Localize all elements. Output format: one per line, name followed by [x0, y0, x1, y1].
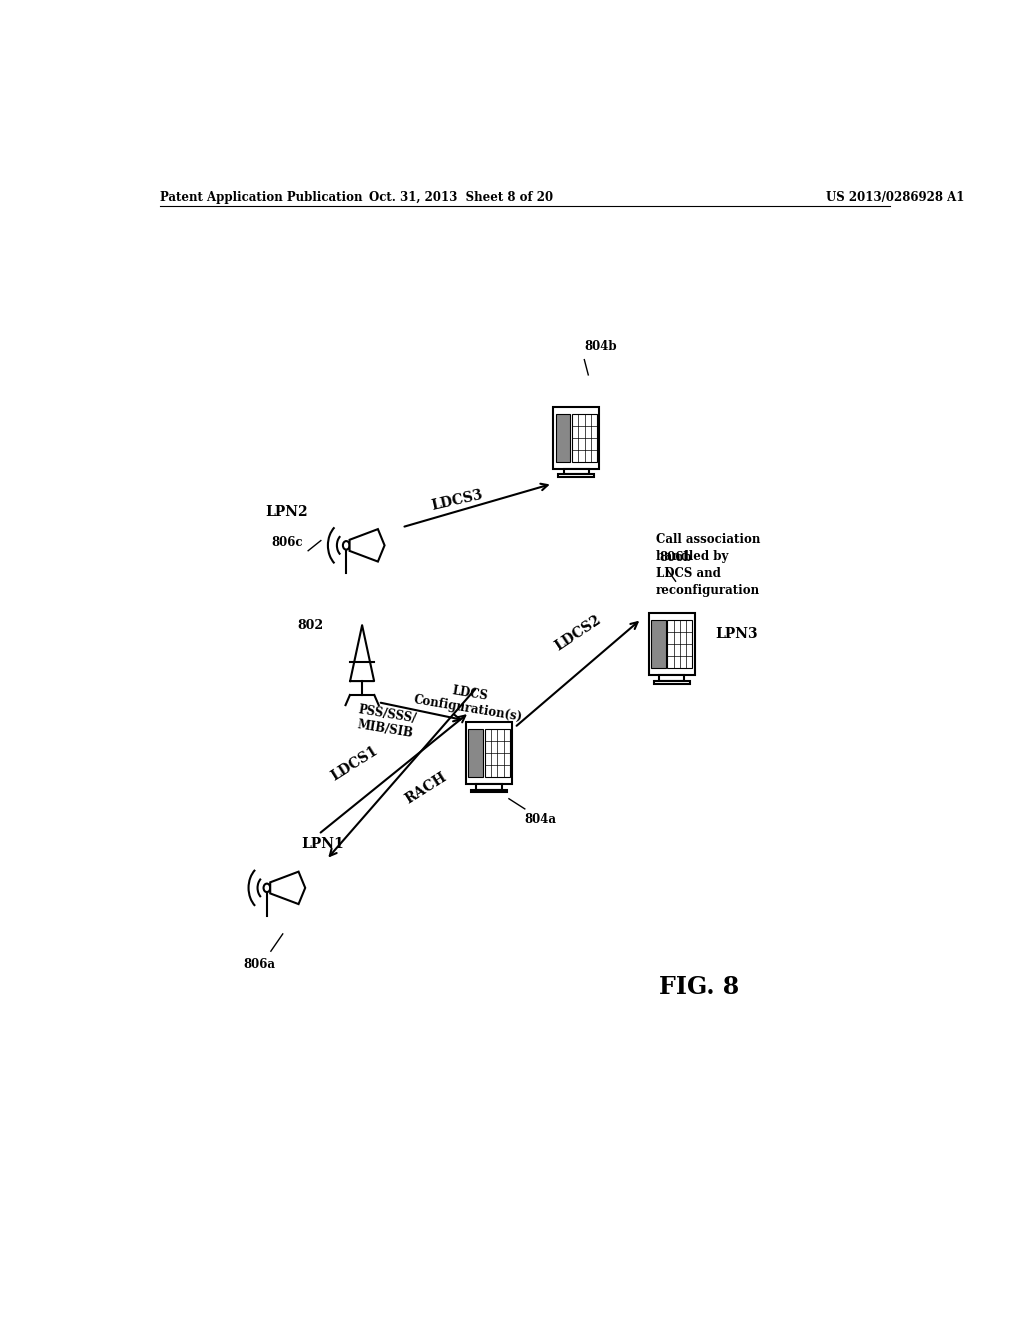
Bar	[668, 620, 692, 668]
Text: Call association
handled by
LDCS and
reconfiguration: Call association handled by LDCS and rec…	[655, 533, 760, 597]
Text: LDCS2: LDCS2	[552, 612, 604, 653]
Text: LPN2: LPN2	[265, 506, 308, 519]
Bar	[653, 681, 689, 684]
Text: 804b: 804b	[584, 341, 616, 352]
Bar	[659, 676, 684, 681]
Bar	[471, 789, 507, 792]
Text: US 2013/0286928 A1: US 2013/0286928 A1	[826, 190, 965, 203]
Text: RACH: RACH	[402, 771, 449, 807]
Bar	[651, 620, 666, 668]
Polygon shape	[270, 871, 305, 904]
Bar	[556, 413, 570, 462]
Text: Oct. 31, 2013  Sheet 8 of 20: Oct. 31, 2013 Sheet 8 of 20	[370, 190, 553, 203]
Text: LDCS
Configuration(s): LDCS Configuration(s)	[413, 678, 526, 723]
Bar	[564, 469, 589, 474]
Bar	[648, 614, 694, 676]
Bar	[468, 729, 483, 777]
Text: 804a: 804a	[524, 813, 557, 825]
Text: 802: 802	[297, 619, 324, 632]
Text: LPN1: LPN1	[301, 837, 344, 851]
Bar	[485, 729, 510, 777]
Text: PSS/SSS/
MIB/SIB: PSS/SSS/ MIB/SIB	[354, 704, 418, 741]
Text: 806c: 806c	[271, 536, 302, 549]
Text: 806a: 806a	[243, 958, 274, 972]
Bar	[476, 784, 502, 789]
Text: Patent Application Publication: Patent Application Publication	[160, 190, 362, 203]
Polygon shape	[349, 529, 385, 561]
Text: LPN3: LPN3	[716, 627, 758, 642]
Bar	[572, 413, 597, 462]
Text: 806b: 806b	[659, 552, 692, 565]
Bar	[558, 474, 594, 478]
Text: LDCS1: LDCS1	[328, 743, 380, 783]
Text: FIG. 8: FIG. 8	[659, 974, 739, 999]
Bar	[553, 407, 599, 469]
Bar	[466, 722, 512, 784]
Text: LDCS3: LDCS3	[430, 488, 484, 513]
